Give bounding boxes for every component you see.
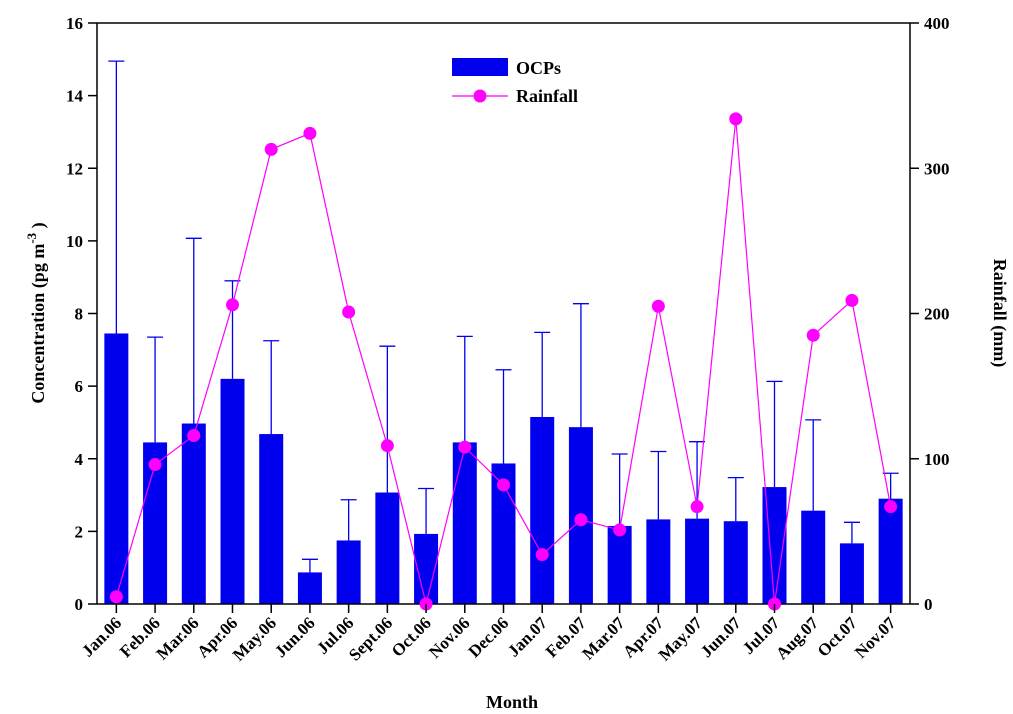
rainfall-point — [729, 112, 743, 126]
x-axis-ticks: Jan.06Feb.06Mar.06Apr.06May.06Jun.06Jul.… — [78, 604, 900, 665]
y-tick-label: 16 — [66, 14, 83, 33]
y-tick-label: 6 — [75, 377, 84, 396]
y2-axis-title: Rainfall (mm) — [989, 259, 1010, 367]
rainfall-point — [148, 458, 162, 472]
rainfall-point — [342, 305, 356, 319]
x-tick-label: Jun.06 — [271, 613, 319, 661]
rainfall-point — [845, 293, 859, 307]
x-tick-label: Nov.06 — [425, 613, 474, 662]
left-axis-ticks: 0 2 4 6 8 10 12 14 16 — [66, 14, 97, 614]
rainfall-point — [574, 513, 588, 527]
bar-ocps — [607, 525, 632, 604]
rainfall-point — [303, 126, 317, 140]
y2-tick-label: 300 — [924, 159, 950, 178]
right-axis-ticks: 0 100 200 300 400 — [910, 14, 950, 614]
rainfall-point — [613, 523, 627, 537]
bar-ocps — [801, 510, 826, 604]
y-axis-title: Concentration (pg m-3 ) — [24, 222, 49, 403]
x-tick-label: May.06 — [229, 613, 280, 664]
y-tick-label: 4 — [75, 450, 84, 469]
y2-tick-label: 400 — [924, 14, 950, 33]
y-axis-title-text: Concentration (pg m — [28, 244, 49, 404]
y-axis-title-superscript: -3 — [24, 232, 39, 243]
rainfall-point — [497, 478, 510, 492]
legend-label-rainfall: Rainfall — [516, 86, 578, 106]
bar-series — [104, 333, 903, 604]
rainfall-point — [264, 142, 278, 156]
rainfall-point — [690, 500, 704, 514]
x-tick-label: Sept.06 — [345, 613, 396, 664]
x-tick-label: Oct.06 — [388, 613, 435, 660]
y-tick-label: 0 — [75, 595, 84, 614]
rainfall-point — [187, 429, 201, 443]
bar-ocps — [181, 423, 206, 604]
bar-ocps — [723, 521, 748, 604]
y2-tick-label: 0 — [924, 595, 933, 614]
rainfall-point — [458, 440, 472, 454]
y-axis-title-suffix: ) — [28, 222, 49, 233]
y-tick-label: 8 — [75, 305, 84, 324]
rainfall-point — [806, 328, 820, 342]
rainfall-point — [651, 299, 665, 313]
rainfall-point — [109, 590, 123, 604]
x-tick-label: Jan.06 — [78, 613, 125, 660]
y-tick-label: 14 — [66, 87, 84, 106]
legend-label-ocps: OCPs — [516, 58, 561, 78]
x-tick-label: Aug.07 — [772, 613, 822, 663]
bar-ocps — [839, 543, 864, 604]
bar-ocps — [375, 492, 400, 604]
x-tick-label: Mar.06 — [153, 613, 203, 663]
rainfall-point — [380, 439, 394, 453]
bar-ocps — [220, 378, 245, 604]
x-tick-label: Dec.06 — [465, 613, 513, 661]
x-tick-label: Mar.07 — [578, 613, 628, 663]
rainfall-point — [535, 548, 549, 562]
y2-tick-label: 100 — [924, 450, 950, 469]
bar-ocps — [336, 540, 361, 604]
bar-ocps — [530, 416, 555, 604]
rainfall-point — [226, 298, 239, 312]
bar-ocps — [646, 519, 671, 604]
bar-ocps — [452, 442, 477, 604]
y-tick-label: 10 — [66, 232, 83, 251]
rainfall-point — [884, 500, 898, 514]
legend-swatch-rainfall-marker — [473, 89, 487, 103]
y-tick-label: 2 — [75, 522, 84, 541]
legend-swatch-ocps — [452, 58, 508, 76]
x-tick-label: Jan.07 — [504, 613, 552, 661]
bar-ocps — [259, 434, 284, 604]
y-tick-label: 12 — [66, 159, 83, 178]
x-tick-label: Nov.07 — [851, 613, 900, 662]
x-tick-label: May.07 — [655, 613, 707, 665]
bar-ocps — [104, 333, 129, 604]
x-tick-label: Jun.07 — [697, 613, 745, 661]
error-bars — [108, 60, 899, 573]
y2-tick-label: 200 — [924, 305, 950, 324]
x-tick-label: Oct.07 — [814, 613, 862, 661]
legend: OCPs Rainfall — [452, 58, 578, 106]
bar-ocps — [297, 572, 322, 604]
bar-ocps — [878, 498, 903, 604]
x-axis-title: Month — [486, 692, 538, 712]
bar-ocps — [685, 518, 710, 604]
